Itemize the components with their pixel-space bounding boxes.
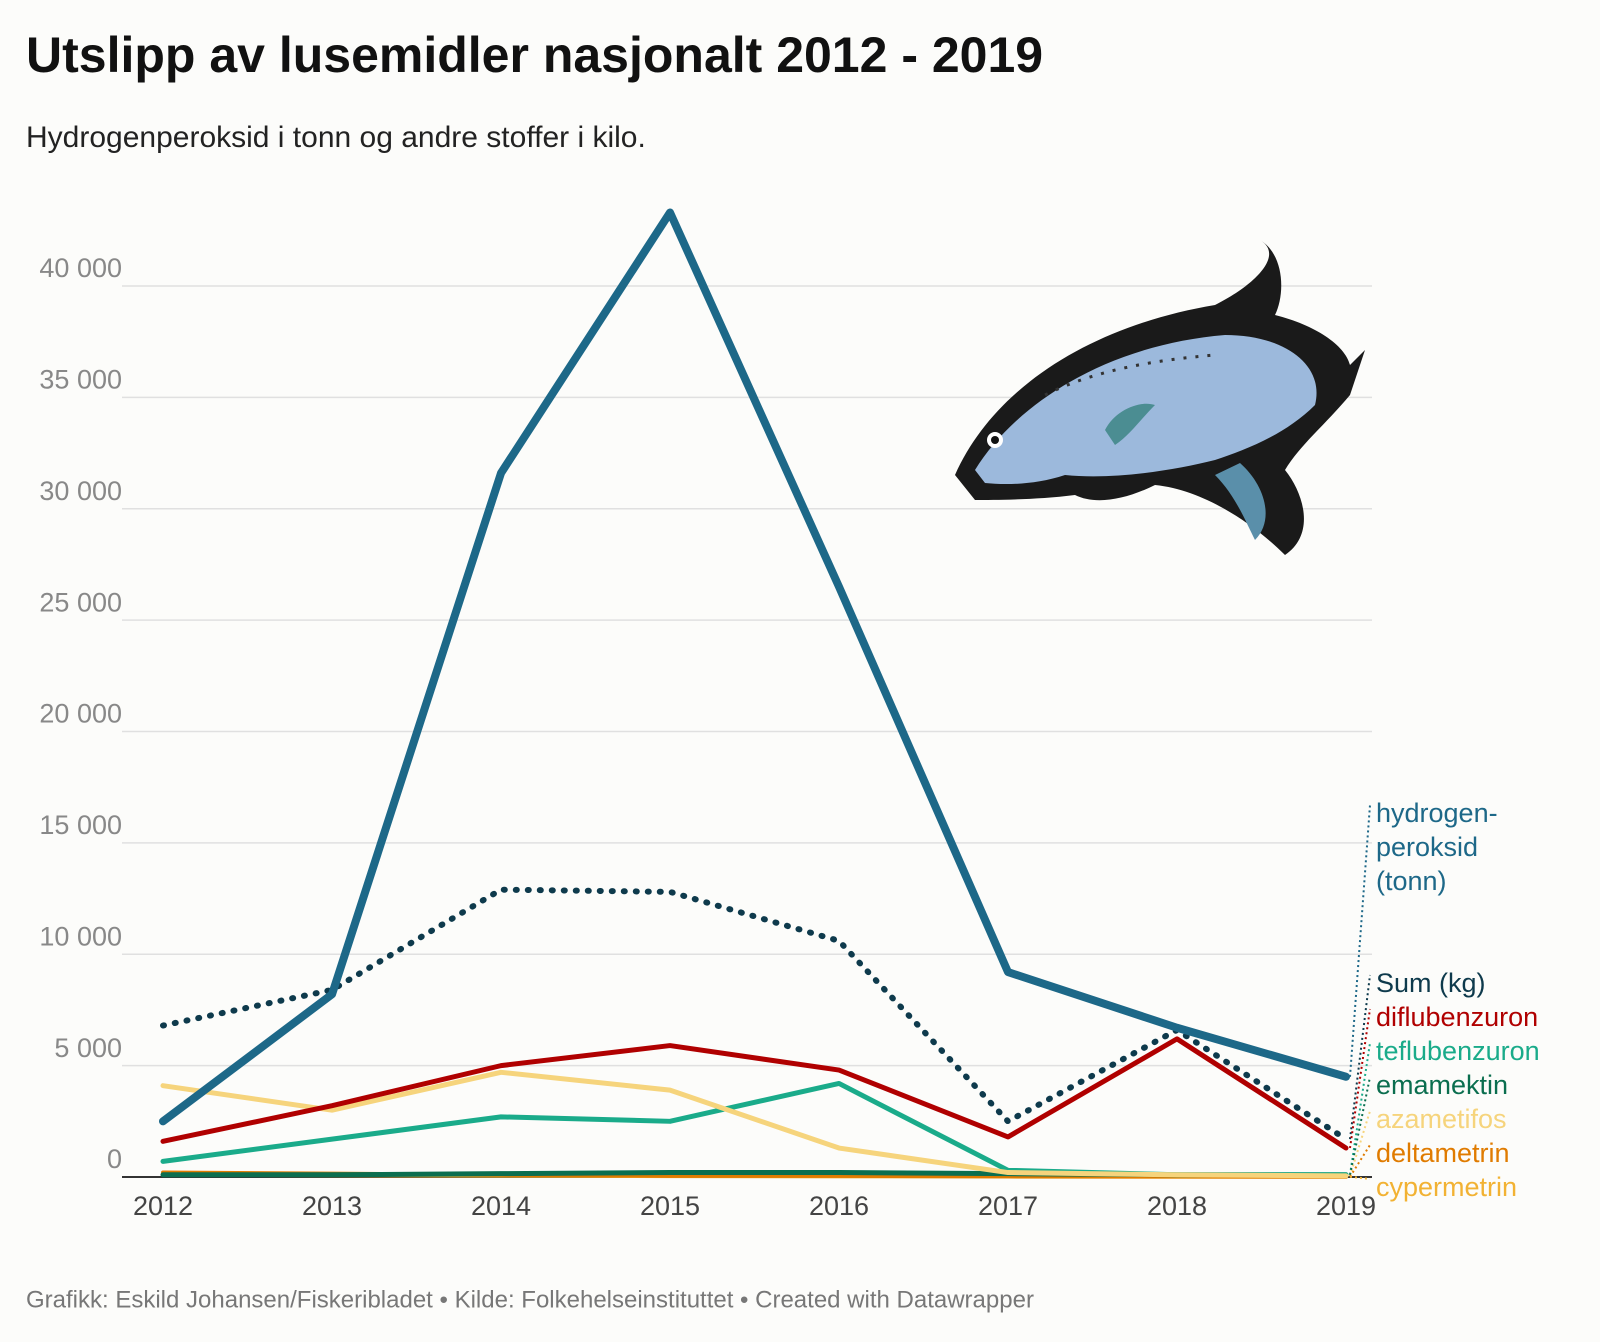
chart-subtitle: Hydrogenperoksid i tonn og andre stoffer… [26, 121, 646, 154]
x-tick-label: 2015 [640, 1191, 700, 1221]
y-tick-label: 30 000 [39, 476, 122, 506]
series-line [160, 886, 1349, 1143]
x-tick-label: 2012 [133, 1191, 193, 1221]
x-tick-label: 2014 [471, 1191, 531, 1221]
label-connector [1349, 1144, 1371, 1178]
y-tick-label: 10 000 [39, 921, 122, 951]
y-tick-label: 40 000 [39, 253, 122, 283]
label-connector [1349, 1110, 1371, 1177]
label-connector [1349, 1076, 1371, 1175]
series-line [160, 1036, 1349, 1151]
series-label: hydrogen-peroksid (tonn) [1376, 798, 1498, 896]
y-tick-label: 5 000 [54, 1033, 122, 1063]
y-tick-label: 20 000 [39, 699, 122, 729]
series-label: teflubenzuron [1376, 1036, 1540, 1066]
series-label: cypermetrin [1376, 1172, 1517, 1202]
series-label: deltametrin [1376, 1138, 1510, 1168]
fish-illustration [955, 240, 1365, 555]
x-tick-label: 2019 [1316, 1191, 1376, 1221]
x-tick-label: 2017 [978, 1191, 1038, 1221]
x-tick-label: 2016 [809, 1191, 869, 1221]
chart-title: Utslipp av lusemidler nasjonalt 2012 - 2… [26, 27, 1043, 83]
series-line [159, 208, 1350, 1126]
label-connector [1349, 804, 1371, 1077]
y-tick-label: 15 000 [39, 810, 122, 840]
series-label: emamektin [1376, 1070, 1508, 1100]
label-connector [1349, 1175, 1371, 1180]
footer: Grafikk: Eskild Johansen/Fiskeribladet •… [26, 1286, 1034, 1313]
label-connector [1349, 1042, 1371, 1175]
series-label: Sum (kg) [1376, 968, 1486, 998]
x-tick-label: 2018 [1147, 1191, 1207, 1221]
label-connector [1349, 1008, 1371, 1149]
series-line [160, 1080, 1349, 1178]
series-label: diflubenzuron [1376, 1002, 1538, 1032]
x-tick-label: 2013 [302, 1191, 362, 1221]
series-line [160, 1069, 1349, 1179]
y-tick-label: 0 [107, 1144, 122, 1174]
y-tick-label: 35 000 [39, 365, 122, 395]
series-label: azametifos [1376, 1104, 1507, 1134]
y-tick-label: 25 000 [39, 587, 122, 617]
